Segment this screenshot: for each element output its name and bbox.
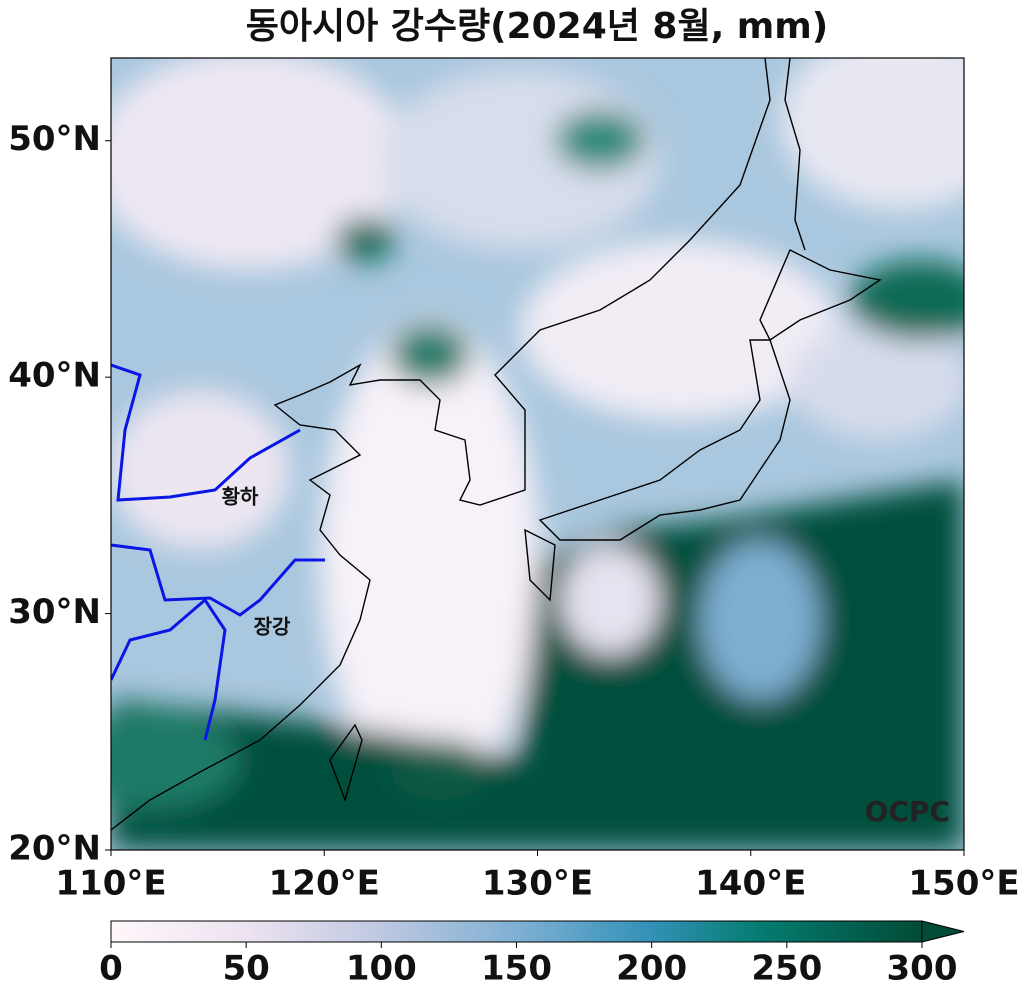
- colorbar-tick-label: 0: [99, 949, 123, 989]
- river-label: 장강: [254, 615, 291, 639]
- colorbar: [110, 920, 923, 943]
- x-tick-label: 150°E: [908, 864, 1019, 904]
- colorbar-tick-label: 300: [887, 949, 958, 989]
- colorbar-extend: [921, 920, 965, 943]
- y-tick-label: 20°N: [8, 829, 101, 869]
- x-tick-label: 130°E: [482, 864, 593, 904]
- x-tick-label: 120°E: [269, 864, 380, 904]
- river-label: 황하: [222, 485, 259, 509]
- colorbar-tick-label: 250: [751, 949, 822, 989]
- colorbar-tick-label: 200: [616, 949, 687, 989]
- precip-field: [111, 58, 964, 850]
- y-tick-label: 40°N: [8, 356, 101, 396]
- x-tick-label: 110°E: [55, 864, 166, 904]
- y-tick-label: 50°N: [8, 119, 101, 159]
- title: 동아시아 강수량(2024년 8월, mm): [246, 6, 829, 47]
- y-tick-label: 30°N: [8, 592, 101, 632]
- colorbar-tick-label: 100: [346, 949, 417, 989]
- watermark: OCPC: [865, 795, 950, 828]
- x-tick-label: 140°E: [695, 864, 806, 904]
- colorbar-tick-label: 50: [223, 949, 270, 989]
- colorbar-tick-label: 150: [481, 949, 552, 989]
